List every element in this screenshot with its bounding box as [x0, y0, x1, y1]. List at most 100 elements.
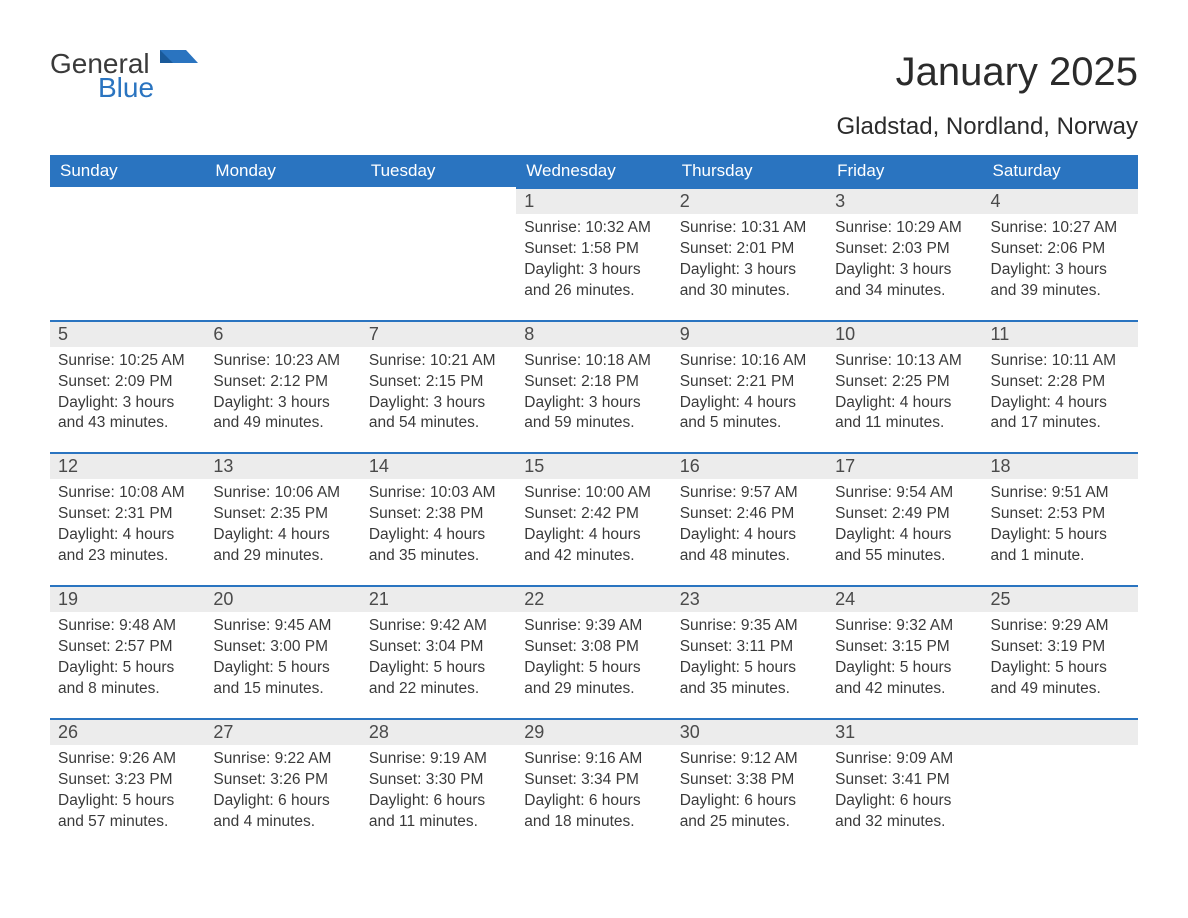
day-content-cell [983, 745, 1138, 851]
weekday-header: Thursday [672, 155, 827, 188]
sunrise-text: Sunrise: 10:31 AM [680, 218, 819, 239]
daylight-text: and 35 minutes. [369, 546, 508, 567]
sunset-text: Sunset: 3:23 PM [58, 770, 197, 791]
day-number-cell [361, 188, 516, 214]
sunrise-text: Sunrise: 9:57 AM [680, 483, 819, 504]
day-number-cell: 30 [672, 719, 827, 745]
daylight-text: and 11 minutes. [835, 413, 974, 434]
day-content-cell: Sunrise: 9:54 AMSunset: 2:49 PMDaylight:… [827, 479, 982, 586]
day-content-cell: Sunrise: 10:13 AMSunset: 2:25 PMDaylight… [827, 347, 982, 454]
daylight-text: Daylight: 3 hours [835, 260, 974, 281]
daynum-row: 19202122232425 [50, 586, 1138, 612]
daylight-text: and 34 minutes. [835, 281, 974, 302]
day-number-cell: 15 [516, 453, 671, 479]
day-number-cell: 26 [50, 719, 205, 745]
day-number-cell: 3 [827, 188, 982, 214]
day-content-cell: Sunrise: 9:22 AMSunset: 3:26 PMDaylight:… [205, 745, 360, 851]
day-content-cell: Sunrise: 9:09 AMSunset: 3:41 PMDaylight:… [827, 745, 982, 851]
sunrise-text: Sunrise: 9:22 AM [213, 749, 352, 770]
sunrise-text: Sunrise: 9:29 AM [991, 616, 1130, 637]
sunrise-text: Sunrise: 10:03 AM [369, 483, 508, 504]
sunset-text: Sunset: 2:35 PM [213, 504, 352, 525]
day-content-cell [50, 214, 205, 321]
day-content-cell: Sunrise: 9:19 AMSunset: 3:30 PMDaylight:… [361, 745, 516, 851]
daylight-text: Daylight: 6 hours [524, 791, 663, 812]
sunset-text: Sunset: 2:18 PM [524, 372, 663, 393]
sunrise-text: Sunrise: 9:39 AM [524, 616, 663, 637]
weekday-header: Friday [827, 155, 982, 188]
day-content-cell: Sunrise: 10:16 AMSunset: 2:21 PMDaylight… [672, 347, 827, 454]
daylight-text: Daylight: 5 hours [369, 658, 508, 679]
daylight-text: Daylight: 5 hours [991, 525, 1130, 546]
day-number-cell: 23 [672, 586, 827, 612]
daylight-text: Daylight: 6 hours [680, 791, 819, 812]
daylight-text: and 30 minutes. [680, 281, 819, 302]
sunset-text: Sunset: 1:58 PM [524, 239, 663, 260]
content-row: Sunrise: 10:25 AMSunset: 2:09 PMDaylight… [50, 347, 1138, 454]
day-content-cell: Sunrise: 9:35 AMSunset: 3:11 PMDaylight:… [672, 612, 827, 719]
daylight-text: and 35 minutes. [680, 679, 819, 700]
daynum-row: 567891011 [50, 321, 1138, 347]
daylight-text: Daylight: 4 hours [213, 525, 352, 546]
sunset-text: Sunset: 2:31 PM [58, 504, 197, 525]
daylight-text: and 54 minutes. [369, 413, 508, 434]
day-number-cell: 5 [50, 321, 205, 347]
day-number-cell [983, 719, 1138, 745]
sunrise-text: Sunrise: 9:16 AM [524, 749, 663, 770]
day-content-cell: Sunrise: 9:57 AMSunset: 2:46 PMDaylight:… [672, 479, 827, 586]
daylight-text: and 42 minutes. [835, 679, 974, 700]
daylight-text: Daylight: 3 hours [58, 393, 197, 414]
daylight-text: and 42 minutes. [524, 546, 663, 567]
sunrise-text: Sunrise: 9:26 AM [58, 749, 197, 770]
weekday-header: Wednesday [516, 155, 671, 188]
daylight-text: and 25 minutes. [680, 812, 819, 833]
daylight-text: and 49 minutes. [991, 679, 1130, 700]
day-content-cell: Sunrise: 9:29 AMSunset: 3:19 PMDaylight:… [983, 612, 1138, 719]
daylight-text: and 49 minutes. [213, 413, 352, 434]
sunrise-text: Sunrise: 9:45 AM [213, 616, 352, 637]
weekday-header: Sunday [50, 155, 205, 188]
sunrise-text: Sunrise: 9:19 AM [369, 749, 508, 770]
daylight-text: and 43 minutes. [58, 413, 197, 434]
daylight-text: Daylight: 3 hours [213, 393, 352, 414]
sunset-text: Sunset: 2:46 PM [680, 504, 819, 525]
daylight-text: Daylight: 4 hours [524, 525, 663, 546]
sunrise-text: Sunrise: 10:32 AM [524, 218, 663, 239]
daylight-text: and 57 minutes. [58, 812, 197, 833]
calendar-table: Sunday Monday Tuesday Wednesday Thursday… [50, 155, 1138, 850]
title-block: January 2025 Gladstad, Nordland, Norway [837, 50, 1138, 141]
day-content-cell: Sunrise: 10:06 AMSunset: 2:35 PMDaylight… [205, 479, 360, 586]
day-number-cell: 25 [983, 586, 1138, 612]
day-content-cell: Sunrise: 10:25 AMSunset: 2:09 PMDaylight… [50, 347, 205, 454]
day-number-cell: 19 [50, 586, 205, 612]
sunset-text: Sunset: 2:49 PM [835, 504, 974, 525]
sunrise-text: Sunrise: 10:13 AM [835, 351, 974, 372]
day-content-cell: Sunrise: 10:23 AMSunset: 2:12 PMDaylight… [205, 347, 360, 454]
sunset-text: Sunset: 3:08 PM [524, 637, 663, 658]
daylight-text: Daylight: 5 hours [58, 791, 197, 812]
daylight-text: and 11 minutes. [369, 812, 508, 833]
daylight-text: and 8 minutes. [58, 679, 197, 700]
sunset-text: Sunset: 3:15 PM [835, 637, 974, 658]
day-number-cell: 1 [516, 188, 671, 214]
daylight-text: and 55 minutes. [835, 546, 974, 567]
sunrise-text: Sunrise: 10:16 AM [680, 351, 819, 372]
daylight-text: Daylight: 5 hours [991, 658, 1130, 679]
day-number-cell: 8 [516, 321, 671, 347]
brand-logo: General Blue [50, 50, 198, 102]
weekday-header-row: Sunday Monday Tuesday Wednesday Thursday… [50, 155, 1138, 188]
day-content-cell: Sunrise: 10:03 AMSunset: 2:38 PMDaylight… [361, 479, 516, 586]
day-number-cell: 13 [205, 453, 360, 479]
day-number-cell: 27 [205, 719, 360, 745]
sunset-text: Sunset: 2:09 PM [58, 372, 197, 393]
sunset-text: Sunset: 3:26 PM [213, 770, 352, 791]
sunset-text: Sunset: 2:01 PM [680, 239, 819, 260]
sunset-text: Sunset: 3:38 PM [680, 770, 819, 791]
daylight-text: and 5 minutes. [680, 413, 819, 434]
daylight-text: and 4 minutes. [213, 812, 352, 833]
header: General Blue January 2025 Gladstad, Nord… [50, 50, 1138, 141]
daylight-text: and 1 minute. [991, 546, 1130, 567]
day-content-cell: Sunrise: 10:31 AMSunset: 2:01 PMDaylight… [672, 214, 827, 321]
day-content-cell: Sunrise: 9:32 AMSunset: 3:15 PMDaylight:… [827, 612, 982, 719]
sunset-text: Sunset: 3:41 PM [835, 770, 974, 791]
